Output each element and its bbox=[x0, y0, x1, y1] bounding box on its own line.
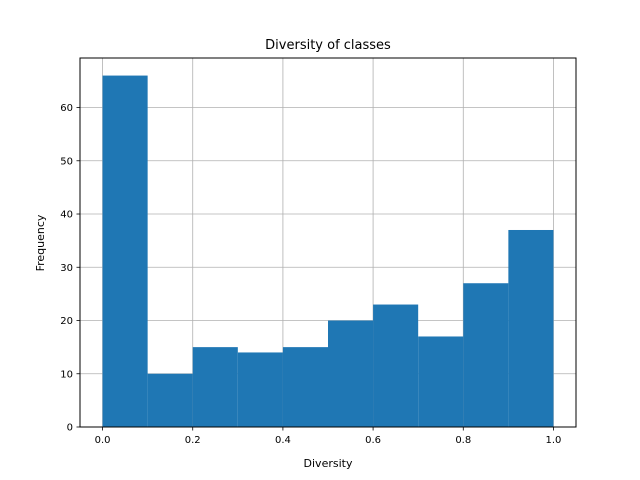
x-tick-label: 0.2 bbox=[185, 435, 201, 446]
histogram-bar bbox=[418, 336, 464, 427]
y-axis-label: Frequency bbox=[34, 214, 47, 271]
y-tick-label: 50 bbox=[60, 156, 73, 167]
y-tick-label: 30 bbox=[60, 263, 73, 274]
x-tick-label: 0.6 bbox=[365, 435, 381, 446]
x-axis-label: Diversity bbox=[304, 457, 353, 470]
histogram-bar bbox=[282, 347, 328, 427]
y-tick-label: 60 bbox=[60, 103, 73, 114]
x-axis-ticks: 0.0 0.2 0.4 0.6 0.8 1.0 bbox=[95, 427, 562, 446]
histogram-bars bbox=[102, 75, 554, 428]
histogram-bar bbox=[508, 229, 554, 427]
histogram-bar bbox=[192, 347, 238, 427]
x-tick-label: 1.0 bbox=[546, 435, 562, 446]
y-tick-label: 10 bbox=[60, 369, 73, 380]
histogram-bar bbox=[373, 304, 419, 427]
axes-frame bbox=[79, 57, 577, 428]
y-axis-ticks: 0 10 20 30 40 50 60 bbox=[60, 103, 80, 434]
y-tick-label: 0 bbox=[67, 423, 73, 434]
y-tick-label: 40 bbox=[60, 210, 73, 221]
histogram-bar bbox=[328, 320, 374, 427]
y-tick-label: 20 bbox=[60, 316, 73, 327]
chart-title: Diversity of classes bbox=[265, 38, 391, 53]
x-tick-label: 0.8 bbox=[455, 435, 471, 446]
histogram-bar bbox=[463, 283, 509, 427]
histogram-bar bbox=[102, 75, 148, 428]
histogram-bar bbox=[237, 352, 283, 427]
histogram-bar bbox=[147, 373, 193, 427]
x-tick-label: 0.4 bbox=[275, 435, 291, 446]
x-tick-label: 0.0 bbox=[95, 435, 111, 446]
